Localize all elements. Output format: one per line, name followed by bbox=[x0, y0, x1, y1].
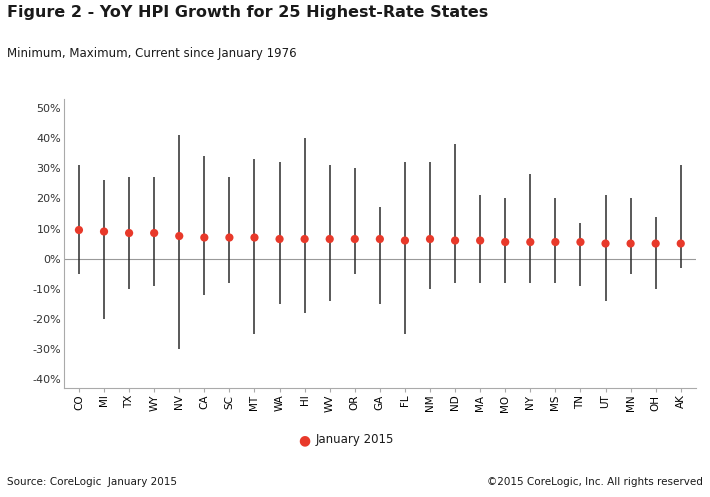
Point bbox=[550, 238, 561, 246]
Text: Source: CoreLogic  January 2015: Source: CoreLogic January 2015 bbox=[7, 477, 177, 487]
Point bbox=[148, 229, 160, 237]
Point bbox=[500, 238, 511, 246]
Point bbox=[99, 228, 110, 236]
Point bbox=[449, 237, 461, 245]
Point bbox=[525, 238, 536, 246]
Text: January 2015: January 2015 bbox=[316, 433, 394, 446]
Point bbox=[575, 238, 586, 246]
Text: ©2015 CoreLogic, Inc. All rights reserved: ©2015 CoreLogic, Inc. All rights reserve… bbox=[487, 477, 703, 487]
Point bbox=[73, 226, 84, 234]
Point bbox=[224, 234, 235, 242]
Point bbox=[349, 235, 361, 243]
Point bbox=[124, 229, 135, 237]
Text: Figure 2 - YoY HPI Growth for 25 Highest-Rate States: Figure 2 - YoY HPI Growth for 25 Highest… bbox=[7, 5, 488, 20]
Point bbox=[425, 235, 436, 243]
Text: ●: ● bbox=[298, 433, 310, 447]
Point bbox=[324, 235, 335, 243]
Point bbox=[625, 240, 636, 248]
Point bbox=[600, 240, 611, 248]
Point bbox=[374, 235, 386, 243]
Text: Minimum, Maximum, Current since January 1976: Minimum, Maximum, Current since January … bbox=[7, 47, 297, 60]
Point bbox=[650, 240, 661, 248]
Point bbox=[399, 237, 410, 245]
Point bbox=[173, 232, 185, 240]
Point bbox=[675, 240, 687, 248]
Point bbox=[299, 235, 310, 243]
Point bbox=[199, 234, 210, 242]
Point bbox=[274, 235, 285, 243]
Point bbox=[248, 234, 260, 242]
Point bbox=[474, 237, 486, 245]
